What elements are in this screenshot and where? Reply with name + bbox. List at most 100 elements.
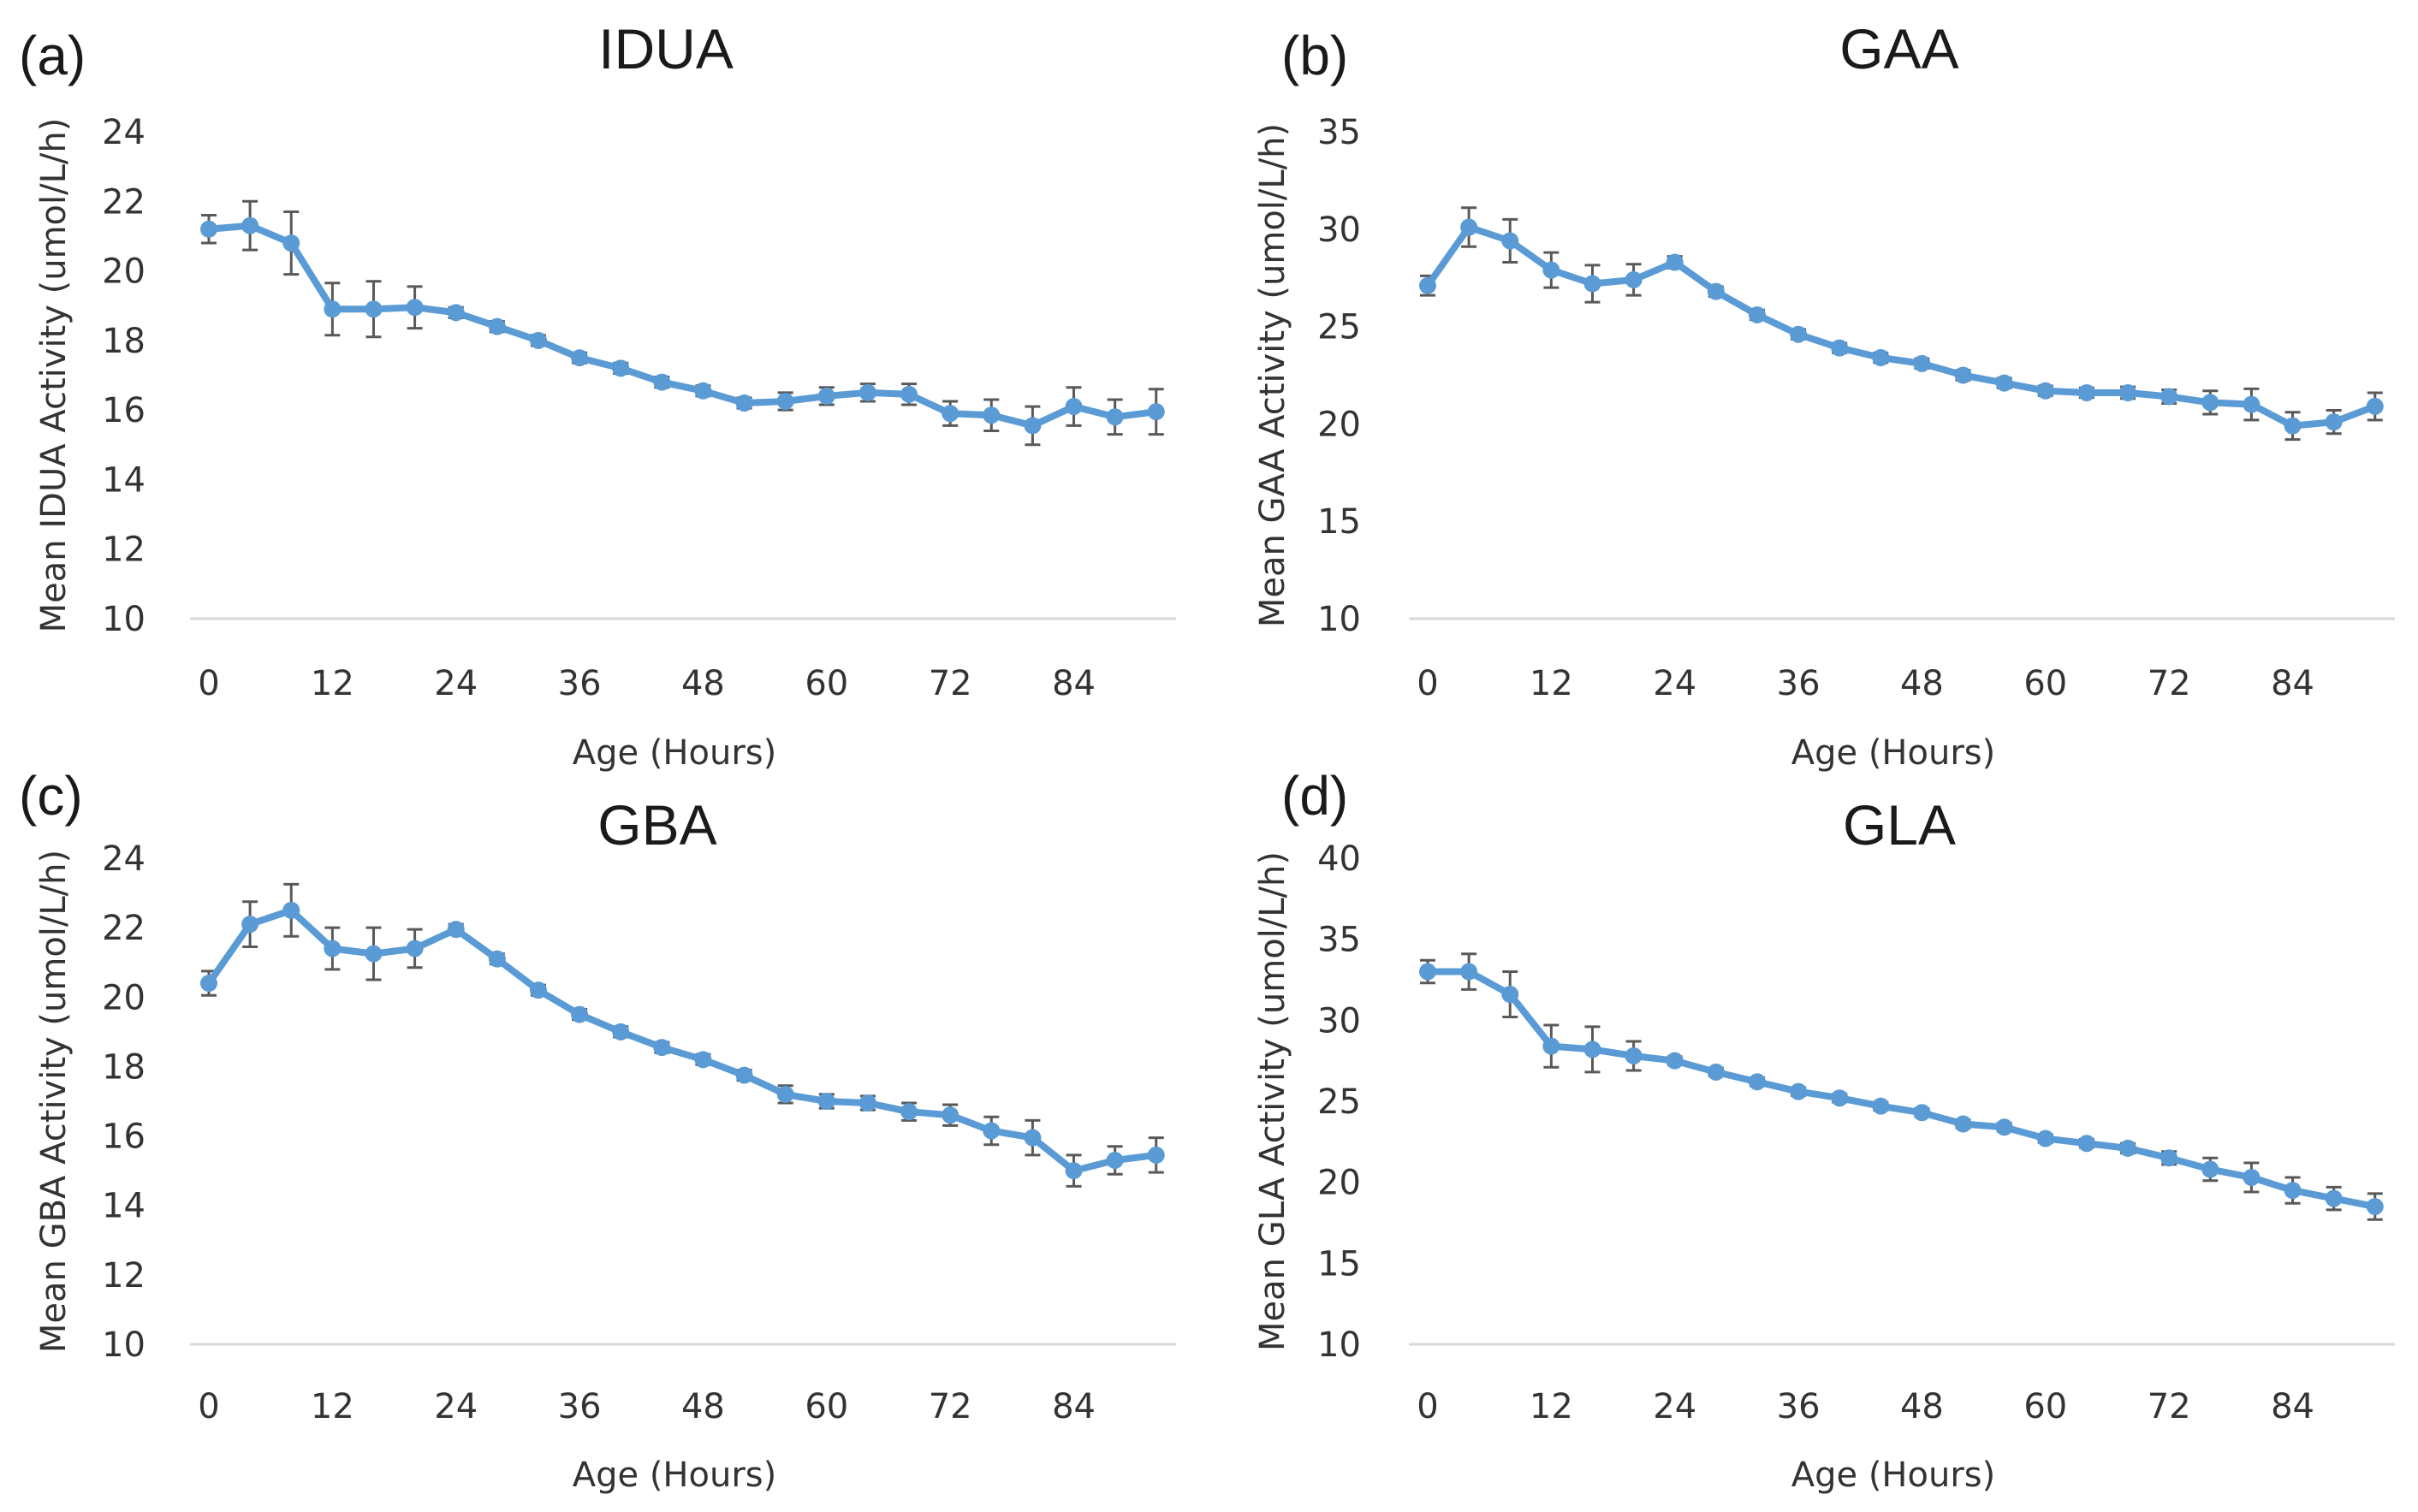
chart-3-title: GLA <box>1843 793 1956 857</box>
chart-2-x-axis-label: Age (Hours) <box>573 1456 776 1495</box>
chart-2-data-point <box>858 1094 876 1112</box>
chart-3-x-tick-label: 60 <box>2023 1387 2067 1426</box>
chart-1-data-point <box>2325 413 2343 431</box>
chart-2-x-tick-label: 36 <box>558 1387 602 1426</box>
chart-0-x-tick-label: 24 <box>434 664 478 703</box>
chart-3-data-point <box>1460 963 1478 981</box>
chart-2-y-tick-label: 12 <box>102 1256 146 1296</box>
chart-0-data-point <box>983 406 1001 424</box>
chart-1-data-point <box>1790 325 1808 343</box>
chart-2-group: (c) GBA 10 12 14 16 18 20 22 24 0 12 24 36 48 60 72 84 Age… <box>19 765 1176 1495</box>
chart-1-data-point <box>1831 339 1849 357</box>
chart-1-data-point <box>1913 354 1931 372</box>
chart-0-x-tick-label: 72 <box>929 664 972 703</box>
chart-2-data-point <box>817 1093 835 1110</box>
chart-3-x-tick-label: 12 <box>1530 1387 1573 1426</box>
chart-2-series-line <box>205 906 1160 1175</box>
chart-3-data-point <box>2284 1182 2302 1200</box>
chart-2-y-tick-label: 10 <box>102 1325 146 1365</box>
chart-3-data-point <box>1790 1082 1808 1100</box>
chart-0-y-tick-label: 18 <box>102 322 146 361</box>
chart-2-data-point <box>735 1066 753 1084</box>
chart-3-data-point <box>1748 1073 1766 1091</box>
chart-2-x-tick-label: 24 <box>434 1387 478 1426</box>
chart-2-y-tick-label: 18 <box>102 1047 146 1087</box>
chart-2-data-point <box>653 1039 671 1057</box>
chart-0-panel-letter: (a) <box>19 25 86 86</box>
chart-2-data-point <box>324 940 342 958</box>
chart-3-x-tick-label: 24 <box>1653 1387 1696 1426</box>
chart-2-data-point <box>1024 1129 1042 1147</box>
chart-1-data-point <box>1707 282 1725 300</box>
chart-3-data-point <box>2077 1135 2095 1153</box>
chart-3-data-point <box>1707 1063 1725 1081</box>
chart-0-data-point <box>1024 417 1042 435</box>
chart-3-data-point <box>1831 1089 1849 1107</box>
chart-1-x-tick-label: 60 <box>2023 664 2067 703</box>
chart-2-data-point <box>571 1005 589 1023</box>
chart-2-x-tick-label: 0 <box>198 1387 219 1426</box>
chart-1-data-point <box>2243 395 2261 413</box>
chart-0-group: (a) IDUA 10 12 14 16 18 20 22 24 0 12 24 36 48 60 72 84 Ag… <box>19 17 1176 773</box>
chart-3-data-point <box>1583 1041 1601 1058</box>
chart-0-data-point <box>900 385 918 403</box>
chart-1-data-point <box>1419 276 1436 294</box>
chart-0-data-point <box>365 300 383 318</box>
chart-0-data-point <box>241 216 259 234</box>
chart-1-data-point <box>1872 349 1890 367</box>
chart-0-x-tick-label: 48 <box>681 664 725 703</box>
chart-3-panel-letter: (d) <box>1281 765 1348 827</box>
chart-0-data-point <box>612 359 630 377</box>
chart-0-x-tick-label: 84 <box>1052 664 1096 703</box>
chart-1-title: GAA <box>1839 17 1958 80</box>
chart-3-data-point <box>2036 1130 2054 1147</box>
chart-1-data-point <box>1748 305 1766 323</box>
chart-3-data-point <box>2160 1149 2178 1167</box>
chart-0-y-tick-label: 22 <box>102 182 146 222</box>
chart-3-data-point <box>2325 1189 2343 1207</box>
chart-2-data-point <box>488 950 506 968</box>
chart-2-y-tick-label: 22 <box>102 909 146 948</box>
chart-2-x-tick-label: 84 <box>1052 1387 1096 1426</box>
chart-1-y-axis-label: Mean GAA Activity (umol/L/h) <box>1253 123 1292 627</box>
chart-1-y-tick-label: 35 <box>1317 113 1361 152</box>
chart-1-y-tick-label: 30 <box>1317 210 1361 250</box>
chart-0-data-point <box>447 304 465 322</box>
chart-1-x-tick-label: 84 <box>2271 664 2314 703</box>
chart-3-x-tick-label: 72 <box>2148 1387 2191 1426</box>
chart-1-data-point <box>2036 382 2054 400</box>
chart-0-data-point <box>282 234 300 252</box>
chart-2-y-tick-label: 20 <box>102 978 146 1017</box>
chart-1-data-point <box>1583 275 1601 293</box>
chart-1-panel-letter: (b) <box>1281 25 1348 86</box>
chart-0-data-point <box>324 300 342 318</box>
chart-0-x-tick-label: 12 <box>311 664 354 703</box>
chart-3-data-point <box>1995 1118 2013 1136</box>
chart-0-data-point <box>694 382 712 400</box>
chart-1-series-line <box>1424 223 2379 430</box>
chart-3-x-tick-label: 36 <box>1777 1387 1821 1426</box>
chart-1-data-point <box>1954 366 1972 384</box>
chart-1-x-axis-label: Age (Hours) <box>1791 733 1995 773</box>
chart-1-y-tick-label: 15 <box>1317 502 1361 542</box>
chart-0-y-tick-label: 24 <box>102 113 146 152</box>
chart-0-data-point <box>488 317 506 335</box>
chart-2-data-point <box>200 975 217 993</box>
chart-0-data-point <box>942 405 959 423</box>
chart-3-data-point <box>2201 1160 2219 1178</box>
chart-3-y-tick-label: 30 <box>1317 1001 1361 1041</box>
chart-1-group: (b) GAA 10 15 20 25 30 35 0 12 24 36 48 60 72 84 Age (Ho… <box>1253 17 2395 773</box>
chart-0-data-point <box>571 349 589 367</box>
chart-1-data-point <box>2160 388 2178 406</box>
chart-3-x-tick-label: 48 <box>1900 1387 1944 1426</box>
chart-2-y-tick-label: 14 <box>102 1187 146 1226</box>
chart-1-x-tick-label: 48 <box>1900 664 1944 703</box>
chart-1-data-point <box>1460 218 1478 236</box>
chart-2-x-tick-label: 60 <box>805 1387 848 1426</box>
chart-2-x-tick-label: 48 <box>681 1387 725 1426</box>
chart-1-data-point <box>1542 261 1560 279</box>
chart-0-x-axis-label: Age (Hours) <box>573 733 776 773</box>
chart-3-data-point <box>1913 1104 1931 1122</box>
chart-1-x-tick-label: 72 <box>2148 664 2191 703</box>
chart-1-data-point <box>2119 383 2137 401</box>
